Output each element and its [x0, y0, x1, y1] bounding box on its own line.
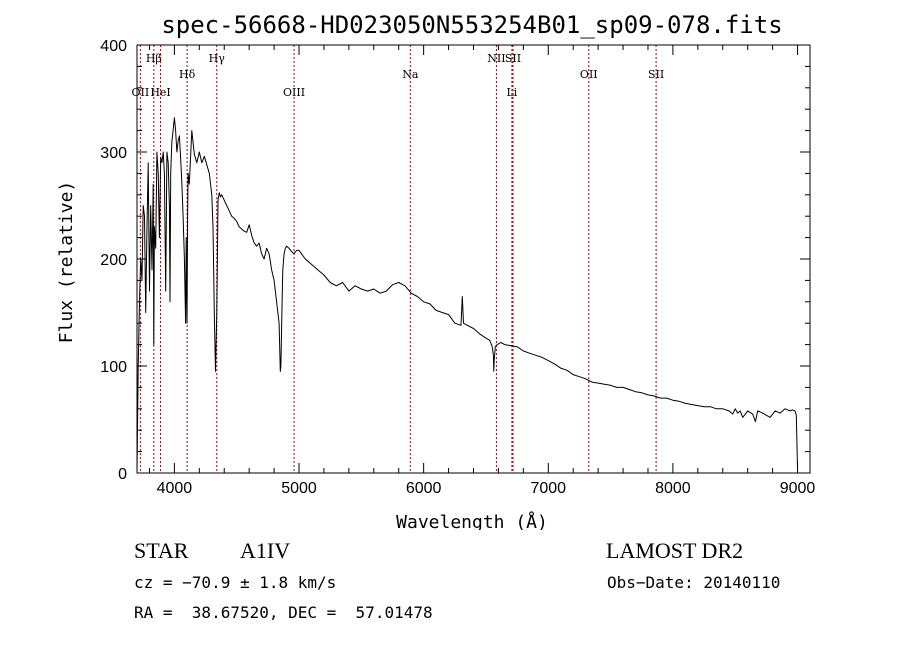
marker-label-8: SII	[505, 52, 521, 65]
coordinates: RA = 38.67520, DEC = 57.01478	[134, 603, 433, 622]
marker-label-1: OII	[132, 86, 150, 99]
marker-label-11: SII	[648, 68, 664, 81]
spectrum-line-0	[136, 117, 798, 474]
y-axis-label: Flux (relative)	[56, 181, 77, 344]
x-tick-label-3: 7000	[530, 480, 566, 497]
marker-label-3: Hδ	[179, 68, 196, 81]
x-tick-label-2: 6000	[406, 480, 442, 497]
redshift-value: cz = −70.9 ± 1.8 km/s	[134, 573, 337, 592]
marker-label-7: NII	[487, 52, 505, 65]
marker-label-0: Hβ	[146, 52, 162, 65]
spectral-type: A1IV	[240, 538, 291, 563]
chart-title: spec-56668-HD023050N553254B01_sp09-078.f…	[161, 11, 782, 39]
y-tick-label-2: 200	[100, 252, 127, 269]
x-tick-label-5: 9000	[780, 480, 816, 497]
y-tick-label-3: 300	[100, 145, 127, 162]
x-tick-label-4: 8000	[655, 480, 691, 497]
y-tick-label-1: 100	[100, 359, 127, 376]
marker-label-9: Li	[506, 86, 517, 99]
marker-label-2: HeI	[150, 86, 170, 99]
marker-label-6: Na	[402, 68, 419, 81]
plot-frame	[136, 44, 811, 474]
marker-label-4: Hγ	[209, 52, 226, 65]
marker-label-10: OII	[580, 68, 598, 81]
axes: 4000 5000 6000 7000 8000 9000 0 100 200 300 400	[100, 38, 815, 497]
spectrum-series	[136, 117, 798, 474]
y-tick-label-4: 400	[100, 38, 127, 55]
y-tick-label-0: 0	[118, 466, 127, 483]
marker-label-5: OIII	[283, 86, 305, 99]
x-tick-label-0: 4000	[157, 480, 193, 497]
object-class: STAR	[134, 538, 189, 563]
x-axis-label: Wavelength (Å)	[396, 511, 548, 530]
observation-date: Obs−Date: 20140110	[607, 573, 781, 592]
spectrum-chart: spec-56668-HD023050N553254B01_sp09-078.f…	[56, 11, 815, 530]
x-tick-label-1: 5000	[281, 480, 317, 497]
survey-name: LAMOST DR2	[606, 538, 744, 563]
